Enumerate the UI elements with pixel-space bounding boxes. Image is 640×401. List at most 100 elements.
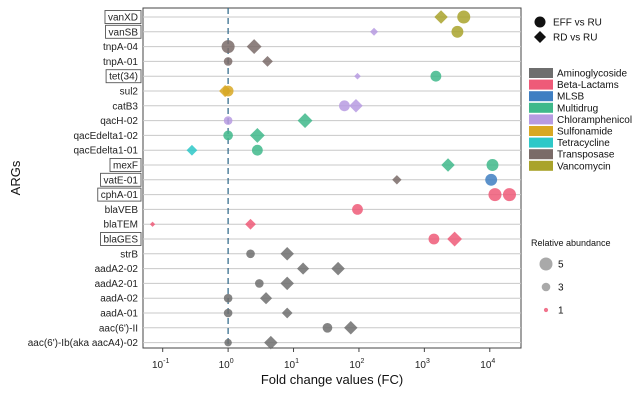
x-tick-label: 102 [349, 358, 364, 371]
size-legend-dot [541, 282, 551, 292]
point-eff-vs-ru [485, 173, 498, 186]
point-eff-vs-ru [352, 204, 363, 215]
point-rd-vs-ru [441, 158, 455, 172]
point-eff-vs-ru [486, 159, 499, 171]
point-eff-vs-ru [451, 25, 464, 38]
gene-label-box [109, 158, 142, 172]
y-axis-title: ARGs [8, 160, 23, 195]
category-swatch [529, 149, 553, 160]
size-legend-label: 5 [558, 260, 564, 271]
x-tick-labels: 10-1 100 101 102 103 104 [152, 348, 495, 371]
y-tick-label: blaVEB [105, 205, 139, 216]
circle-icon [534, 16, 546, 28]
point-eff-vs-ru [221, 40, 235, 54]
y-tick-label: strB [120, 249, 138, 260]
point-rd-vs-ru [186, 144, 198, 156]
point-eff-vs-ru [430, 70, 442, 82]
x-axis-title: Fold change values (FC) [261, 372, 403, 387]
point-eff-vs-ru [223, 57, 233, 66]
point-rd-vs-ru [262, 56, 273, 67]
y-tick-label: aadA2-01 [95, 279, 139, 290]
y-tick-label: tet(34) [109, 72, 138, 83]
category-label: Chloramphenicol [557, 115, 632, 126]
point-eff-vs-ru [223, 293, 233, 303]
point-rd-vs-ru [264, 335, 278, 350]
x-tick-label: 100 [219, 358, 234, 371]
y-tick-label: aac(6')-Ib(aka aacA4)-02 [28, 338, 139, 349]
category-swatch [529, 79, 553, 90]
x-tick-label: 10-1 [152, 358, 169, 371]
point-rd-vs-ru [281, 307, 293, 319]
point-rd-vs-ru [349, 99, 363, 113]
y-tick-label: mexF [113, 161, 138, 172]
y-tick-label: vatE-01 [104, 175, 139, 186]
point-rd-vs-ru [370, 27, 379, 36]
gene-label-box [97, 187, 142, 202]
category-legend: AminoglycosideBeta-LactamsMLSBMultidrugC… [529, 68, 632, 172]
category-swatch [529, 160, 553, 171]
y-tick-label: sul2 [120, 87, 139, 98]
category-swatch [529, 126, 553, 136]
point-rd-vs-ru [331, 261, 345, 276]
point-eff-vs-ru [223, 130, 233, 141]
point-rd-vs-ru [280, 276, 294, 291]
point-eff-vs-ru [457, 10, 471, 24]
point-rd-vs-ru [297, 113, 313, 129]
category-label: Transposase [557, 150, 615, 161]
point-eff-vs-ru [339, 100, 350, 112]
category-swatch [529, 102, 553, 113]
gene-label-box [100, 232, 142, 246]
point-eff-vs-ru [251, 144, 263, 156]
size-legend-title: Relative abundance [531, 238, 611, 248]
y-tick-label: vanSB [109, 27, 139, 38]
point-rd-vs-ru [280, 247, 294, 261]
y-tick-label: qacEdelta1-02 [74, 131, 139, 142]
y-tick-label: aadA2-02 [95, 264, 139, 275]
category-swatch [529, 91, 553, 102]
point-rd-vs-ru [354, 72, 361, 80]
size-legend-dot [539, 257, 553, 271]
point-rd-vs-ru [344, 321, 358, 335]
y-tick-label: tnpA-01 [103, 57, 138, 68]
y-tick-labels: vanXD vanSB tnpA-04 tnpA-01 tet(34) sul2 catB3… [28, 10, 142, 349]
y-tick-label: tnpA-04 [103, 42, 138, 53]
point-eff-vs-ru [246, 249, 255, 259]
y-tick-label: aac(6')-II [99, 323, 138, 334]
category-label: Tetracycline [557, 138, 610, 149]
gene-label-box [105, 69, 142, 84]
y-tick-label: catB3 [112, 101, 138, 112]
point-eff-vs-ru [255, 279, 264, 288]
y-tick-label: aadA-01 [100, 309, 138, 320]
gene-label-box [105, 24, 142, 39]
data-points [149, 10, 516, 350]
point-eff-vs-ru [223, 308, 233, 318]
y-tick-label: qacH-02 [100, 116, 138, 127]
category-label: Aminoglycoside [557, 69, 627, 80]
size-legend-label: 1 [558, 306, 564, 317]
point-rd-vs-ru [392, 175, 402, 185]
point-rd-vs-ru [447, 231, 463, 247]
shape-legend-label: RD vs RU [553, 33, 597, 44]
point-rd-vs-ru [219, 84, 232, 98]
y-tick-label: blaTEM [104, 220, 138, 231]
category-label: Sulfonamide [557, 127, 613, 138]
y-tick-label: cphA-01 [101, 190, 139, 201]
gene-label-box [104, 10, 142, 24]
category-label: MLSB [557, 92, 585, 103]
size-legend-dot [543, 307, 549, 313]
x-tick-label: 104 [480, 358, 495, 371]
point-eff-vs-ru [223, 116, 233, 125]
shape-legend: EFF vs RU RD vs RU [534, 16, 602, 44]
y-tick-label: blaGES [104, 235, 139, 246]
category-label: Multidrug [557, 103, 598, 114]
point-rd-vs-ru [249, 127, 265, 143]
size-legend-label: 3 [558, 283, 564, 294]
y-tick-label: qacEdelta1-01 [74, 146, 139, 157]
y-tick-label: aadA-02 [100, 294, 138, 305]
category-label: Vancomycin [557, 161, 611, 172]
point-rd-vs-ru [434, 10, 448, 24]
category-label: Beta-Lactams [557, 80, 619, 91]
point-rd-vs-ru [246, 39, 262, 55]
x-tick-label: 103 [415, 358, 430, 371]
